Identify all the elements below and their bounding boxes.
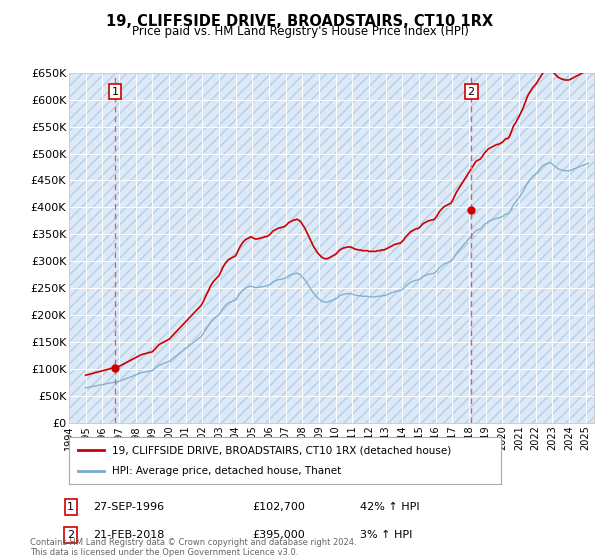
- Text: 1: 1: [67, 502, 74, 512]
- Text: 19, CLIFFSIDE DRIVE, BROADSTAIRS, CT10 1RX: 19, CLIFFSIDE DRIVE, BROADSTAIRS, CT10 1…: [106, 14, 494, 29]
- Text: 21-FEB-2018: 21-FEB-2018: [93, 530, 164, 540]
- Text: £395,000: £395,000: [252, 530, 305, 540]
- Text: 19, CLIFFSIDE DRIVE, BROADSTAIRS, CT10 1RX (detached house): 19, CLIFFSIDE DRIVE, BROADSTAIRS, CT10 1…: [112, 445, 451, 455]
- Text: Contains HM Land Registry data © Crown copyright and database right 2024.
This d: Contains HM Land Registry data © Crown c…: [30, 538, 356, 557]
- Text: £102,700: £102,700: [252, 502, 305, 512]
- Text: Price paid vs. HM Land Registry's House Price Index (HPI): Price paid vs. HM Land Registry's House …: [131, 25, 469, 38]
- Text: 3% ↑ HPI: 3% ↑ HPI: [360, 530, 412, 540]
- Text: HPI: Average price, detached house, Thanet: HPI: Average price, detached house, Than…: [112, 466, 341, 476]
- Text: 2: 2: [67, 530, 74, 540]
- Text: 1: 1: [112, 87, 118, 97]
- Text: 27-SEP-1996: 27-SEP-1996: [93, 502, 164, 512]
- Text: 42% ↑ HPI: 42% ↑ HPI: [360, 502, 419, 512]
- Text: 2: 2: [467, 87, 475, 97]
